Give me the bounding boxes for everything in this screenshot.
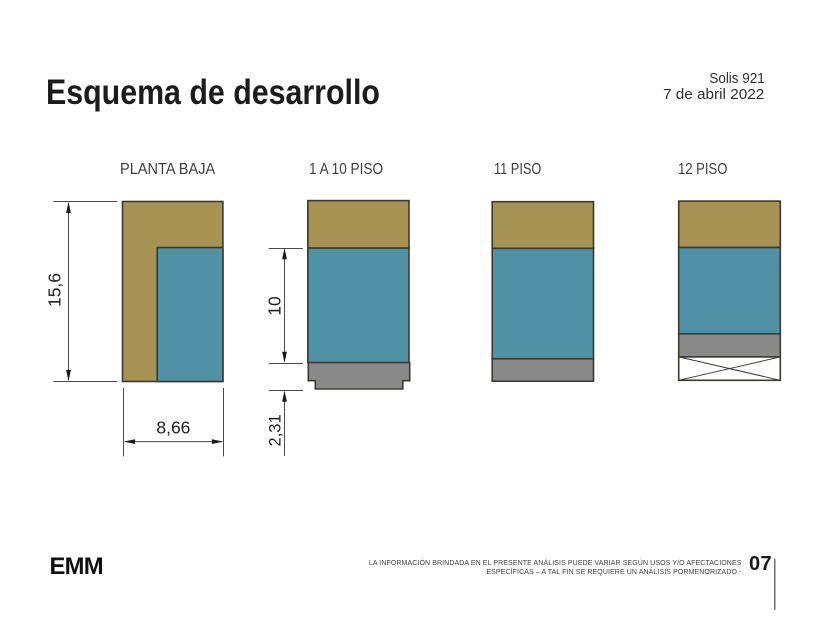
svg-text:2,31: 2,31 [267, 414, 285, 446]
svg-text:10: 10 [265, 296, 285, 316]
svg-text:8,66: 8,66 [156, 418, 190, 438]
svg-text:15,6: 15,6 [45, 273, 65, 307]
